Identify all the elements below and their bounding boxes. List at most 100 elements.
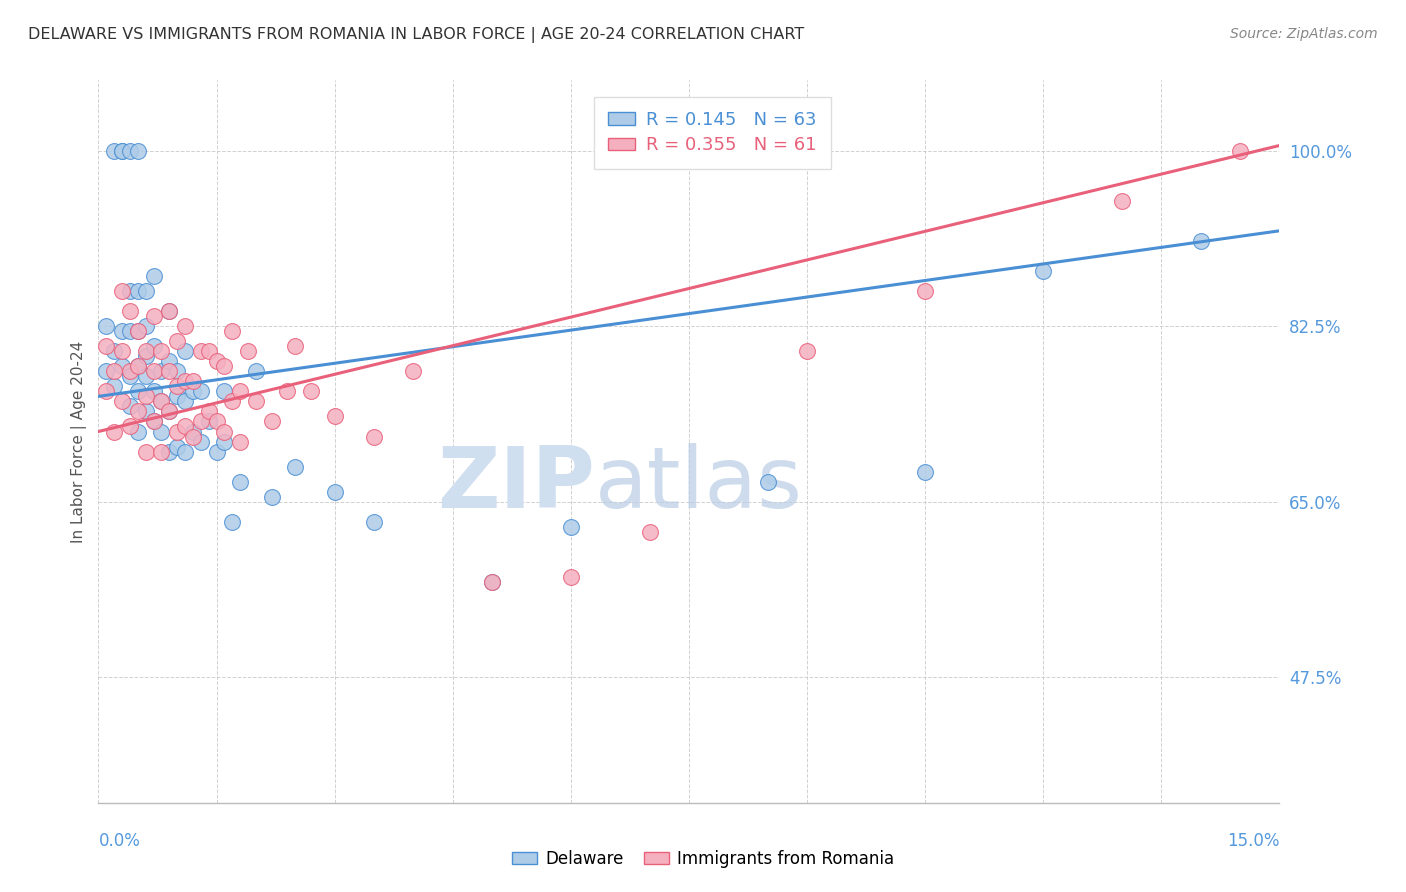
Point — [118, 369, 141, 384]
Point — [118, 144, 141, 158]
Point — [197, 344, 219, 359]
Point — [142, 309, 165, 323]
Point — [214, 359, 236, 374]
Point — [214, 434, 236, 449]
Point — [135, 284, 157, 298]
Point — [157, 304, 180, 318]
Point — [127, 359, 149, 374]
Point — [174, 344, 197, 359]
Point — [127, 144, 149, 158]
Point — [157, 444, 180, 458]
Point — [174, 319, 197, 334]
Point — [157, 404, 180, 418]
Point — [103, 344, 125, 359]
Point — [118, 400, 141, 414]
Point — [190, 384, 212, 399]
Point — [157, 304, 180, 318]
Y-axis label: In Labor Force | Age 20-24: In Labor Force | Age 20-24 — [72, 341, 87, 542]
Point — [150, 394, 173, 409]
Text: DELAWARE VS IMMIGRANTS FROM ROMANIA IN LABOR FORCE | AGE 20-24 CORRELATION CHART: DELAWARE VS IMMIGRANTS FROM ROMANIA IN L… — [28, 27, 804, 43]
Point — [142, 414, 165, 428]
Point — [135, 344, 157, 359]
Point — [323, 484, 346, 499]
Text: 15.0%: 15.0% — [1227, 831, 1279, 850]
Point — [111, 144, 134, 158]
Point — [135, 369, 157, 384]
Point — [481, 575, 503, 590]
Point — [221, 515, 243, 529]
Point — [150, 425, 173, 439]
Point — [221, 394, 243, 409]
Point — [560, 570, 582, 584]
Point — [214, 425, 236, 439]
Point — [174, 444, 197, 458]
Point — [111, 359, 134, 374]
Text: ZIP: ZIP — [437, 443, 595, 526]
Text: atlas: atlas — [595, 443, 803, 526]
Point — [96, 364, 118, 378]
Point — [150, 444, 173, 458]
Point — [118, 304, 141, 318]
Point — [166, 379, 188, 393]
Point — [127, 384, 149, 399]
Point — [284, 459, 307, 474]
Point — [1229, 144, 1251, 158]
Point — [135, 404, 157, 418]
Point — [914, 465, 936, 479]
Legend: R = 0.145   N = 63, R = 0.355   N = 61: R = 0.145 N = 63, R = 0.355 N = 61 — [593, 96, 831, 169]
Point — [323, 409, 346, 424]
Point — [363, 515, 385, 529]
Point — [135, 444, 157, 458]
Point — [135, 389, 157, 403]
Point — [190, 344, 212, 359]
Point — [157, 404, 180, 418]
Point — [299, 384, 322, 399]
Point — [150, 344, 173, 359]
Point — [276, 384, 298, 399]
Point — [96, 384, 118, 399]
Point — [245, 394, 267, 409]
Point — [96, 339, 118, 353]
Point — [1189, 234, 1212, 248]
Point — [166, 440, 188, 454]
Point — [638, 524, 661, 539]
Point — [135, 349, 157, 363]
Point — [214, 384, 236, 399]
Point — [914, 284, 936, 298]
Point — [190, 414, 212, 428]
Point — [135, 319, 157, 334]
Point — [118, 419, 141, 434]
Point — [560, 520, 582, 534]
Point — [221, 324, 243, 338]
Point — [181, 425, 204, 439]
Point — [229, 384, 252, 399]
Point — [756, 475, 779, 489]
Text: Source: ZipAtlas.com: Source: ZipAtlas.com — [1230, 27, 1378, 41]
Point — [166, 425, 188, 439]
Point — [127, 324, 149, 338]
Point — [245, 364, 267, 378]
Point — [96, 319, 118, 334]
Point — [142, 414, 165, 428]
Point — [166, 364, 188, 378]
Point — [166, 334, 188, 349]
Point — [796, 344, 818, 359]
Point — [111, 324, 134, 338]
Point — [111, 284, 134, 298]
Point — [127, 359, 149, 374]
Point — [150, 364, 173, 378]
Point — [111, 344, 134, 359]
Point — [142, 268, 165, 283]
Point — [284, 339, 307, 353]
Point — [190, 434, 212, 449]
Point — [1111, 194, 1133, 208]
Point — [205, 444, 228, 458]
Point — [205, 354, 228, 368]
Point — [103, 425, 125, 439]
Point — [142, 339, 165, 353]
Point — [142, 384, 165, 399]
Point — [197, 404, 219, 418]
Point — [157, 354, 180, 368]
Point — [127, 404, 149, 418]
Point — [127, 324, 149, 338]
